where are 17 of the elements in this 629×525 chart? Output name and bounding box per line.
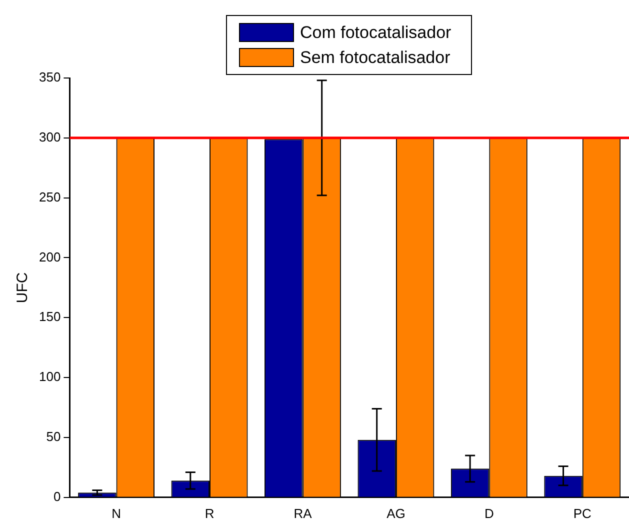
legend-label: Sem fotocatalisador	[300, 48, 450, 68]
y-tick-label: 150	[38, 309, 61, 324]
x-tick-label: PC	[573, 506, 592, 521]
y-tick-label: 100	[38, 369, 61, 384]
y-tick-label: 200	[38, 249, 61, 264]
x-tick-label: N	[112, 506, 121, 521]
x-tick-label: D	[484, 506, 494, 521]
y-tick-label: 250	[38, 189, 61, 204]
x-tick-label: R	[204, 506, 214, 521]
x-tick-label: RA	[294, 506, 312, 521]
y-tick-label: 50	[46, 429, 61, 444]
y-tick-label: 350	[38, 70, 61, 85]
x-tick-label: AG	[386, 506, 406, 521]
y-axis-title: UFC	[14, 272, 32, 304]
y-tick-label: 0	[53, 488, 61, 504]
legend-label: Com fotocatalisador	[300, 22, 452, 42]
y-tick-label: 300	[38, 129, 61, 144]
